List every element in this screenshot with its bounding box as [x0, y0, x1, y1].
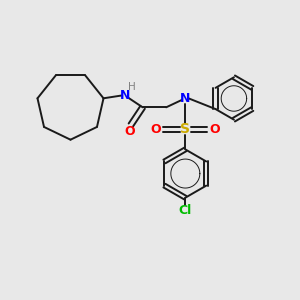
Text: N: N: [180, 92, 190, 105]
Text: O: O: [124, 125, 135, 138]
Text: N: N: [120, 89, 130, 102]
Text: S: S: [180, 122, 190, 136]
Text: H: H: [128, 82, 135, 92]
Text: O: O: [209, 123, 220, 136]
Text: O: O: [151, 123, 161, 136]
Text: Cl: Cl: [179, 204, 192, 217]
